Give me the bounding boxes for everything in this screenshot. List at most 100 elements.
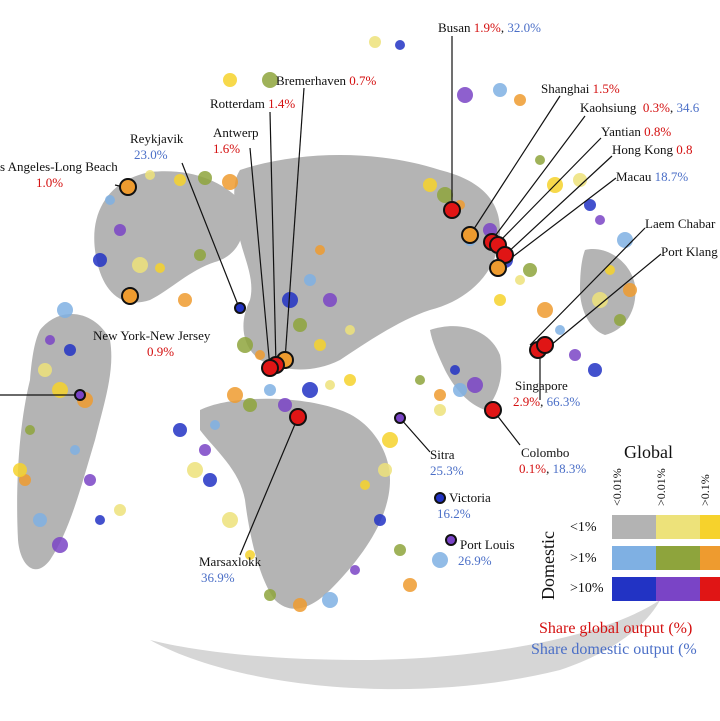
port-dot (293, 598, 307, 612)
port-dot (52, 382, 68, 398)
leader-line (491, 115, 586, 241)
legend-cell (612, 546, 656, 570)
legend-cell (656, 577, 700, 601)
hub-marker (394, 412, 406, 424)
oceania-land (580, 249, 636, 335)
label-colombo: Colombo 0.1%, 18.3% (519, 445, 587, 476)
label-marsaxlokk: Marsaxlokk 36.9% (199, 554, 262, 585)
port-dot (25, 425, 35, 435)
port-dot (584, 199, 596, 211)
port-dot (382, 432, 398, 448)
port-dot (52, 537, 68, 553)
port-dot (394, 544, 406, 556)
label-victoria: Victoria 16.2% (437, 490, 491, 521)
port-dot (114, 504, 126, 516)
port-dot (262, 72, 278, 88)
port-dot (293, 318, 307, 332)
port-dot (434, 389, 446, 401)
port-dot (403, 578, 417, 592)
port-dot (264, 589, 276, 601)
label-singapore: Singapore 2.9%, 66.3% (513, 378, 581, 409)
legend-cell (612, 577, 656, 601)
legend-cell (612, 515, 656, 539)
port-dot (13, 463, 27, 477)
hub-marker (536, 336, 554, 354)
port-dot (573, 173, 587, 187)
label-port-louis: Port Louis 26.9% (458, 537, 515, 568)
port-dot (315, 245, 325, 255)
label-sitra: Sitra 25.3% (430, 447, 464, 478)
port-dot (222, 174, 238, 190)
legend-cell (656, 515, 700, 539)
port-dot (344, 374, 356, 386)
legend-share-global: Share global output (%) (539, 620, 693, 637)
port-dot (278, 398, 292, 412)
port-dot (614, 314, 626, 326)
port-dot (523, 263, 537, 277)
port-dot (453, 383, 467, 397)
leader-line (504, 155, 613, 256)
hub-marker (489, 259, 507, 277)
port-dot (592, 292, 608, 308)
port-dot (325, 380, 335, 390)
label-busan: Busan 1.9%, 32.0% (438, 20, 541, 35)
hub-marker (484, 401, 502, 419)
legend-cell (700, 515, 720, 539)
africa-land (200, 398, 390, 609)
port-dot (369, 36, 381, 48)
port-dot (194, 249, 206, 261)
south-america-land (17, 313, 112, 570)
port-dot (237, 337, 253, 353)
hub-marker (461, 226, 479, 244)
port-dot (345, 325, 355, 335)
port-dot (178, 293, 192, 307)
label-port-klang: Port Klang (661, 244, 718, 259)
leader-line (181, 162, 241, 311)
hub-marker (443, 201, 461, 219)
leader-line (469, 95, 561, 236)
port-dot (198, 171, 212, 185)
port-dots (13, 36, 637, 612)
port-dot (415, 375, 425, 385)
label-shanghai: Shanghai 1.5% (541, 81, 620, 96)
port-dot (323, 293, 337, 307)
hub-marker (434, 492, 446, 504)
port-dot (245, 550, 255, 560)
hub-marker (445, 534, 457, 546)
leader-line (284, 87, 305, 361)
port-dot (105, 195, 115, 205)
port-dot (93, 253, 107, 267)
port-dot (203, 473, 217, 487)
leader-line (239, 416, 299, 556)
port-dot (187, 462, 203, 478)
hub-marker (234, 302, 246, 314)
legend-row-1: <1% (570, 520, 597, 535)
port-dot (173, 423, 187, 437)
port-dot (623, 283, 637, 297)
port-dot (255, 350, 265, 360)
port-dot (264, 384, 276, 396)
port-dot (322, 592, 338, 608)
port-dot (569, 349, 581, 361)
port-dot (302, 382, 318, 398)
port-dot (227, 387, 243, 403)
port-dot (374, 514, 386, 526)
port-dot (223, 73, 237, 87)
port-dot (70, 445, 80, 455)
label-hong-kong: Hong Kong 0.8 (612, 142, 693, 157)
port-dot (378, 463, 392, 477)
port-dot (64, 344, 76, 356)
legend-row-2: >1% (570, 551, 597, 566)
port-dot (514, 94, 526, 106)
port-dot (95, 515, 105, 525)
port-dot (145, 170, 155, 180)
leader-line (544, 253, 662, 351)
hub-marker (121, 287, 139, 305)
legend-row-3: >10% (570, 581, 604, 596)
leader-line (269, 111, 277, 366)
port-dot (432, 552, 448, 568)
port-dot (155, 263, 165, 273)
port-dot (57, 302, 73, 318)
legend-share-domestic: Share domestic output (% (531, 641, 697, 658)
south-asia-land (430, 326, 502, 410)
